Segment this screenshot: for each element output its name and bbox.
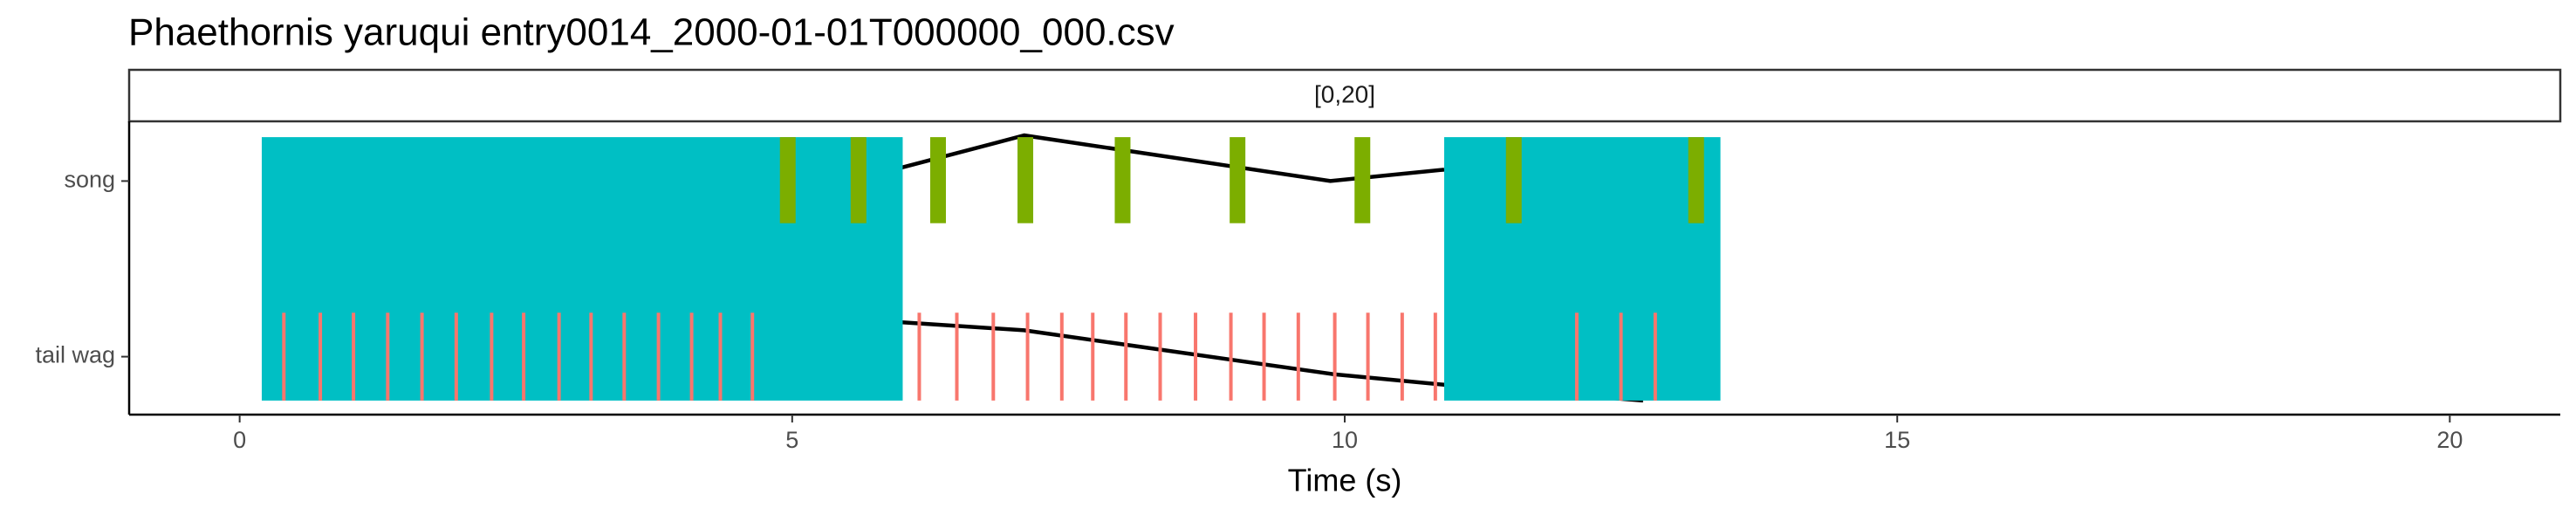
song-event [779,137,796,223]
bout [261,137,903,401]
x-tick-label: 20 [2436,427,2463,453]
song-event [1354,137,1371,223]
x-tick-label: 15 [1884,427,1910,453]
song-event [850,137,867,223]
y-tick-label: song [64,167,115,193]
y-tick-label: tail wag [35,342,115,368]
strip-label: [0,20] [1314,80,1375,107]
bout [1443,137,1721,401]
x-tick-label: 5 [785,427,798,453]
song-event [1688,137,1704,223]
song-event [1017,137,1034,223]
song-event [1230,137,1246,223]
chart-title: Phaethornis yaruqui entry0014_2000-01-01… [128,11,1175,54]
song-event [1505,137,1522,223]
rate-line [900,133,1445,183]
song-event [929,137,946,223]
x-axis-title: Time (s) [1288,463,1402,498]
song-event [1114,137,1131,223]
strip [127,68,2562,123]
x-tick-label: 10 [1332,427,1358,453]
x-tick-label: 0 [233,427,246,453]
